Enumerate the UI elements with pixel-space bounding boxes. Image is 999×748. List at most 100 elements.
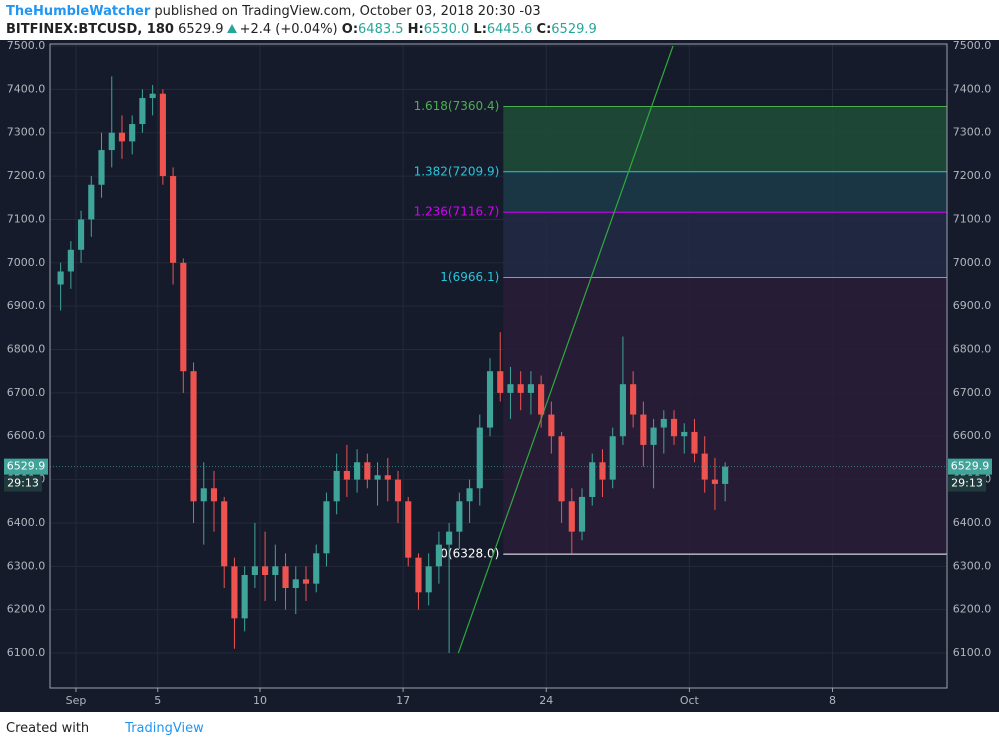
author[interactable]: TheHumbleWatcher	[6, 4, 151, 19]
y-tick-label: 7200.0	[7, 169, 46, 182]
created-with: Created with	[6, 721, 90, 736]
candle-body	[548, 414, 555, 437]
y-tick-label: 6800.0	[7, 343, 46, 356]
candle-body	[67, 249, 74, 272]
y-tick-label: 7100.0	[7, 212, 46, 225]
countdown-tag	[948, 475, 986, 492]
candle-body	[221, 501, 228, 567]
y-tick-label: 6300.0	[953, 559, 992, 572]
y-tick-label: 6300.0	[7, 559, 46, 572]
fib-zone	[503, 212, 947, 278]
h-value: 6530.0	[423, 22, 470, 37]
candle-body	[302, 579, 310, 584]
footer: Created with TradingView	[6, 721, 204, 736]
candle-body	[262, 566, 269, 576]
y-tick-label: 6200.0	[953, 603, 992, 616]
candle-body	[149, 93, 156, 99]
candle-body	[619, 384, 626, 437]
published: published on TradingView.com, October 03…	[154, 4, 541, 19]
price-tag	[4, 458, 48, 475]
symbol: BITFINEX:BTCUSD, 180	[6, 22, 174, 37]
fib-label: 1.236(7116.7)	[414, 205, 500, 219]
change: +2.4 (+0.04%)	[239, 22, 338, 37]
x-tick-label: 17	[396, 694, 410, 707]
x-tick-label: 10	[253, 694, 267, 707]
y-tick-label: 7300.0	[7, 126, 46, 139]
candle-body	[691, 431, 698, 454]
y-tick-label: 7500.0	[7, 40, 46, 52]
fib-zone	[503, 277, 947, 555]
up-arrow	[226, 24, 237, 33]
candle-body	[108, 132, 115, 151]
candle-body	[374, 475, 381, 480]
candle-body	[333, 470, 340, 502]
candle-body	[670, 418, 678, 437]
o-value: 6483.5	[358, 22, 404, 37]
y-tick-label: 6900.0	[7, 299, 46, 312]
publish-line: TheHumbleWatcher published on TradingVie…	[6, 3, 597, 21]
candle-body	[139, 98, 146, 125]
candle-body	[159, 93, 166, 177]
axes: 6100.0 6100.0 6200.0 6200.0 6300.0 6300.0 6400…	[4, 40, 992, 707]
x-tick-label: 24	[539, 694, 553, 707]
y-tick-label: 6600.0	[953, 429, 992, 442]
x-tick-label: Oct	[680, 694, 700, 707]
candle-body	[456, 501, 463, 532]
candle-body	[241, 575, 248, 619]
plot-border	[49, 43, 948, 689]
y-tick-label: 6200.0	[7, 603, 46, 616]
x-tick-label: 5	[154, 694, 161, 707]
countdown-label: 29:13	[951, 477, 983, 490]
candle-body	[589, 462, 596, 497]
price-tag-label: 6529.9	[951, 460, 990, 473]
candle-body	[88, 184, 95, 220]
candle-body	[681, 431, 688, 437]
candle-body	[354, 462, 361, 480]
candle-body	[180, 262, 187, 372]
candle-body	[231, 566, 238, 619]
candle-body	[630, 384, 637, 415]
fib-label: 1.382(7209.9)	[414, 164, 500, 178]
candle-body	[486, 371, 494, 428]
header: TheHumbleWatcher published on TradingVie…	[6, 3, 597, 39]
y-tick-label: 6400.0	[953, 516, 992, 529]
candle-body	[129, 124, 136, 142]
y-tick-label: 7500.0	[953, 40, 992, 52]
candle-body	[640, 414, 647, 445]
trend-line	[457, 45, 674, 654]
candle-body	[425, 566, 432, 593]
candle-body	[343, 470, 350, 480]
c-value: 6529.9	[551, 22, 597, 37]
candle-body	[57, 271, 64, 285]
candle-body	[558, 436, 565, 502]
y-tick-label: 7300.0	[953, 126, 992, 139]
candle-body	[466, 488, 473, 502]
candle-body	[599, 462, 606, 480]
y-tick-label: 7000.0	[7, 256, 46, 269]
candle-body	[170, 176, 177, 263]
y-tick-label: 7000.0	[953, 256, 992, 269]
x-tick-label: 8	[829, 694, 836, 707]
y-tick-label: 6400.0	[7, 516, 46, 529]
brand[interactable]: TradingView	[125, 721, 204, 736]
candle-body	[507, 384, 514, 393]
candle-body	[210, 488, 218, 502]
price-tag	[948, 458, 992, 475]
candle-body	[415, 557, 422, 593]
candle-body	[517, 384, 524, 393]
candle-body	[476, 427, 483, 489]
candle-body	[497, 371, 504, 393]
candle-body	[251, 566, 258, 576]
candle-body	[394, 479, 402, 502]
fib-zone	[503, 106, 947, 172]
plot: 1.618(7360.4) 1.382(7209.9) 1.236(7116.7) 1…	[50, 44, 947, 688]
candle-body	[292, 579, 299, 589]
y-tick-label: 7100.0	[953, 212, 992, 225]
fib-label: 1(6966.1)	[440, 270, 499, 284]
candle-body	[313, 553, 320, 584]
candle-body	[364, 462, 371, 480]
candle-body	[446, 531, 453, 545]
candle-body	[568, 501, 575, 532]
chart: 1.618(7360.4) 1.382(7209.9) 1.236(7116.7) 1…	[0, 40, 999, 712]
